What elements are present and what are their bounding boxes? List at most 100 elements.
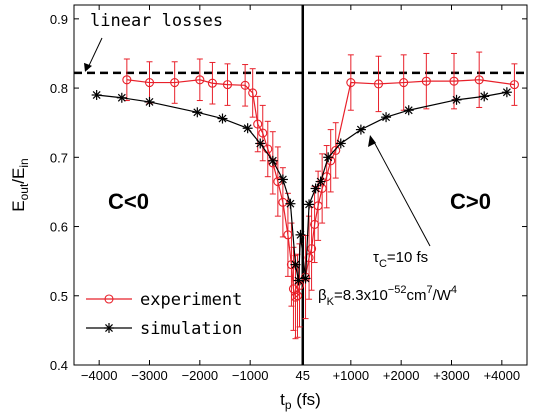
data-point xyxy=(323,152,334,163)
data-point xyxy=(285,198,296,209)
tau-annotation: τC=10 fs xyxy=(373,249,428,270)
data-point xyxy=(335,138,346,149)
error-bar xyxy=(264,120,271,178)
data-point xyxy=(258,128,268,138)
data-point xyxy=(278,197,288,207)
region-label-positive-chirp: C>0 xyxy=(450,189,491,214)
region-label-negative-chirp: C<0 xyxy=(108,189,149,214)
x-tick-label: −2000 xyxy=(182,368,219,383)
data-point xyxy=(381,112,392,123)
data-point xyxy=(373,79,384,89)
data-point xyxy=(242,123,253,134)
error-bar xyxy=(347,54,354,111)
y-tick-label: 0.4 xyxy=(50,358,68,373)
legend-simulation-label: simulation xyxy=(140,319,242,339)
data-point xyxy=(222,80,233,90)
legend-marker xyxy=(104,294,114,304)
error-bar xyxy=(274,146,281,217)
data-point xyxy=(293,275,304,286)
data-point xyxy=(421,76,431,86)
error-bar xyxy=(196,58,203,102)
y-axis-label: Eout/Ein xyxy=(9,158,31,211)
data-point xyxy=(509,80,519,90)
data-point xyxy=(403,105,414,116)
data-point xyxy=(170,77,180,88)
data-point xyxy=(273,176,283,187)
error-bar xyxy=(259,104,266,162)
x-tick-label: −3000 xyxy=(131,368,168,383)
data-point xyxy=(451,94,462,105)
data-point xyxy=(207,78,217,88)
linear-losses-arrow xyxy=(84,37,103,72)
x-tick-label: +4000 xyxy=(484,368,521,383)
data-point xyxy=(304,199,315,210)
data-point xyxy=(144,96,155,107)
error-bar xyxy=(209,61,216,105)
data-point xyxy=(248,88,258,98)
y-tick-label: 0.6 xyxy=(50,220,68,235)
linear-losses-label: linear losses xyxy=(90,11,223,31)
error-bar xyxy=(327,129,334,193)
y-tick-label: 0.5 xyxy=(50,289,68,304)
data-point xyxy=(479,91,490,102)
error-bar xyxy=(375,55,382,113)
error-bar xyxy=(171,61,178,104)
axis-ticks: −4000 −3000 −2000 −1000 45 +1000 +2000 +3000 +40… xyxy=(50,5,527,383)
data-point xyxy=(122,75,132,85)
x-tick-label: 45 xyxy=(296,368,310,383)
error-bar xyxy=(249,68,256,118)
plot-area xyxy=(73,4,528,366)
error-bar xyxy=(423,52,430,110)
data-point xyxy=(295,229,306,240)
series-simulation xyxy=(91,87,512,286)
data-point xyxy=(144,77,155,88)
beta-annotation: βK=8.3x10−52cm7/W4 xyxy=(318,284,457,308)
error-bar xyxy=(319,153,326,224)
y-tick-label: 0.9 xyxy=(50,12,68,27)
error-bar xyxy=(224,63,231,106)
data-point xyxy=(346,77,356,88)
data-point xyxy=(304,253,314,263)
legend-simulation-marker xyxy=(86,323,132,333)
annotation-arrow xyxy=(368,135,431,247)
error-bar xyxy=(511,63,518,106)
error-bar xyxy=(332,122,339,179)
error-bar xyxy=(476,51,483,108)
data-point xyxy=(474,75,484,85)
data-point xyxy=(192,107,203,118)
data-point xyxy=(290,259,301,270)
series-experiment xyxy=(122,51,519,340)
x-axis-label: tp (fs) xyxy=(280,390,321,412)
data-point xyxy=(253,119,263,129)
data-point xyxy=(292,291,303,301)
x-tick-label: +3000 xyxy=(433,368,470,383)
error-bar xyxy=(254,95,261,153)
x-tick-label: +1000 xyxy=(333,368,370,383)
y-tick-label: 0.8 xyxy=(50,81,68,96)
x-tick-label: +2000 xyxy=(383,368,420,383)
data-point xyxy=(449,76,459,86)
data-point xyxy=(217,113,228,124)
data-point xyxy=(315,176,326,187)
error-bar xyxy=(242,64,249,107)
data-point xyxy=(267,155,278,166)
data-point xyxy=(501,87,512,98)
data-point xyxy=(399,77,409,88)
data-point xyxy=(331,145,341,155)
data-point xyxy=(91,90,102,100)
x-tick-label: −1000 xyxy=(232,368,269,383)
data-point xyxy=(195,75,205,85)
data-point xyxy=(300,273,311,284)
data-point xyxy=(355,124,366,135)
legend-experiment-label: experiment xyxy=(140,290,242,310)
y-tick-label: 0.7 xyxy=(50,150,68,165)
legend-experiment-marker xyxy=(86,294,132,304)
data-point xyxy=(116,92,127,103)
data-point xyxy=(277,174,288,185)
series-line xyxy=(126,79,515,299)
data-point xyxy=(310,183,321,194)
data-point xyxy=(255,138,266,149)
legend: experiment simulation xyxy=(80,286,288,346)
legend-marker xyxy=(104,323,114,333)
